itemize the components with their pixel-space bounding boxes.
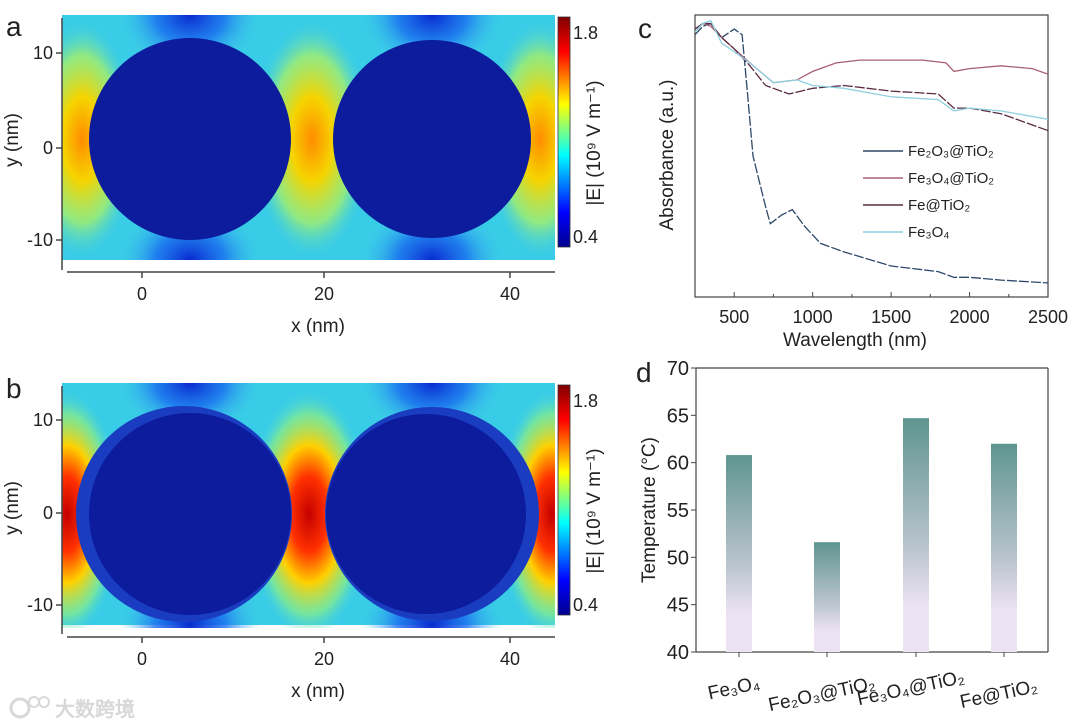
bar: [726, 455, 752, 652]
y-tick-label: 60: [667, 453, 689, 475]
nanoparticle-right: [326, 414, 526, 614]
y-tick-label: 40: [667, 642, 689, 664]
series-line: [695, 22, 1048, 84]
x-tick-label: 0: [137, 284, 147, 304]
series-line: [695, 22, 1048, 132]
colorbar-title: |E| (10⁹ V m⁻¹): [584, 448, 605, 573]
hotspot-gap: [252, 19, 372, 259]
y-tick-label: 45: [667, 595, 689, 617]
bar: [814, 542, 840, 652]
legend-label: Fe₃O₄@TiO₂: [908, 170, 994, 187]
y-tick-label: 0: [43, 138, 53, 158]
colorbar: [557, 384, 571, 616]
y-tick-label: 55: [667, 500, 689, 522]
x-tick-label: 2000: [950, 307, 990, 327]
x-tick-label: 1000: [793, 307, 833, 327]
y-tick-label: 10: [33, 410, 53, 430]
x-tick-label: 40: [500, 649, 520, 669]
x-tick-label: Fe₃O₄: [706, 673, 762, 704]
legend-label: Fe@TiO₂: [908, 197, 970, 214]
watermark-logo-icon: [28, 696, 40, 708]
series-line: [695, 19, 1048, 120]
x-tick-label: 1500: [871, 307, 911, 327]
legend-label: Fe₃O₄: [908, 224, 949, 241]
watermark: 大数跨境: [9, 696, 135, 721]
colorbar: [557, 16, 571, 248]
y-tick-label: 50: [667, 547, 689, 569]
y-axis-title: y (nm): [2, 113, 23, 167]
watermark-logo-icon: [9, 697, 31, 719]
series-line: [695, 22, 1048, 284]
y-tick-label: 70: [667, 358, 689, 380]
y-tick-label: -10: [27, 595, 53, 615]
bar: [991, 443, 1017, 652]
y-tick-label: 10: [33, 43, 53, 63]
x-axis-title: Wavelength (nm): [783, 330, 927, 351]
watermark-text: 大数跨境: [55, 697, 135, 721]
x-tick-label: 20: [314, 284, 334, 304]
x-tick-label: 500: [719, 307, 749, 327]
x-tick-label: 0: [137, 649, 147, 669]
x-tick-label: 2500: [1028, 307, 1068, 327]
series-group: [695, 19, 1048, 284]
colorbar-min-label: 0.4: [573, 595, 598, 615]
y-axis-title: Absorbance (a.u.): [657, 79, 678, 230]
heatmap-axes-b: 0 20 40 10 0 -10 x (nm) y (nm) 1.8 0.4 |E| (10⁹ V …: [2, 384, 605, 702]
x-axis-title: x (nm): [291, 316, 345, 337]
nanoparticle-right: [333, 40, 531, 238]
y-tick-label: 65: [667, 405, 689, 427]
y-axis-title: y (nm): [2, 481, 23, 535]
heatmap-b: [62, 383, 555, 628]
colorbar-min-label: 0.4: [573, 227, 598, 247]
nanoparticle-left: [89, 413, 291, 615]
y-axis-title: Temperature (°C): [639, 437, 660, 583]
y-tick-label: 0: [43, 503, 53, 523]
x-tick-label: 40: [500, 284, 520, 304]
panel-label-b: b: [6, 373, 22, 404]
colorbar-max-label: 1.8: [573, 391, 598, 411]
colorbar-max-label: 1.8: [573, 23, 598, 43]
y-tick-label: -10: [27, 230, 53, 250]
x-tick-label: 20: [314, 649, 334, 669]
heatmap-axes-a: 0 20 40 10 0 -10 x (nm) y (nm) 1.8 0.4 |E| (10⁹ V …: [2, 16, 605, 337]
panel-label-c: c: [638, 13, 652, 44]
panel-label-d: d: [636, 357, 652, 388]
plot-frame-c: [694, 14, 1049, 298]
colorbar-title: |E| (10⁹ V m⁻¹): [584, 80, 605, 205]
watermark-logo-icon: [38, 696, 50, 708]
panel-label-a: a: [6, 11, 22, 42]
nanoparticle-left: [89, 38, 291, 240]
x-tick-label: Fe@TiO₂: [958, 676, 1039, 713]
heatmap-a: [62, 15, 555, 260]
bar: [903, 418, 929, 652]
x-axis-title: x (nm): [291, 681, 345, 702]
legend-label: Fe₂O₃@TiO₂: [908, 143, 994, 160]
